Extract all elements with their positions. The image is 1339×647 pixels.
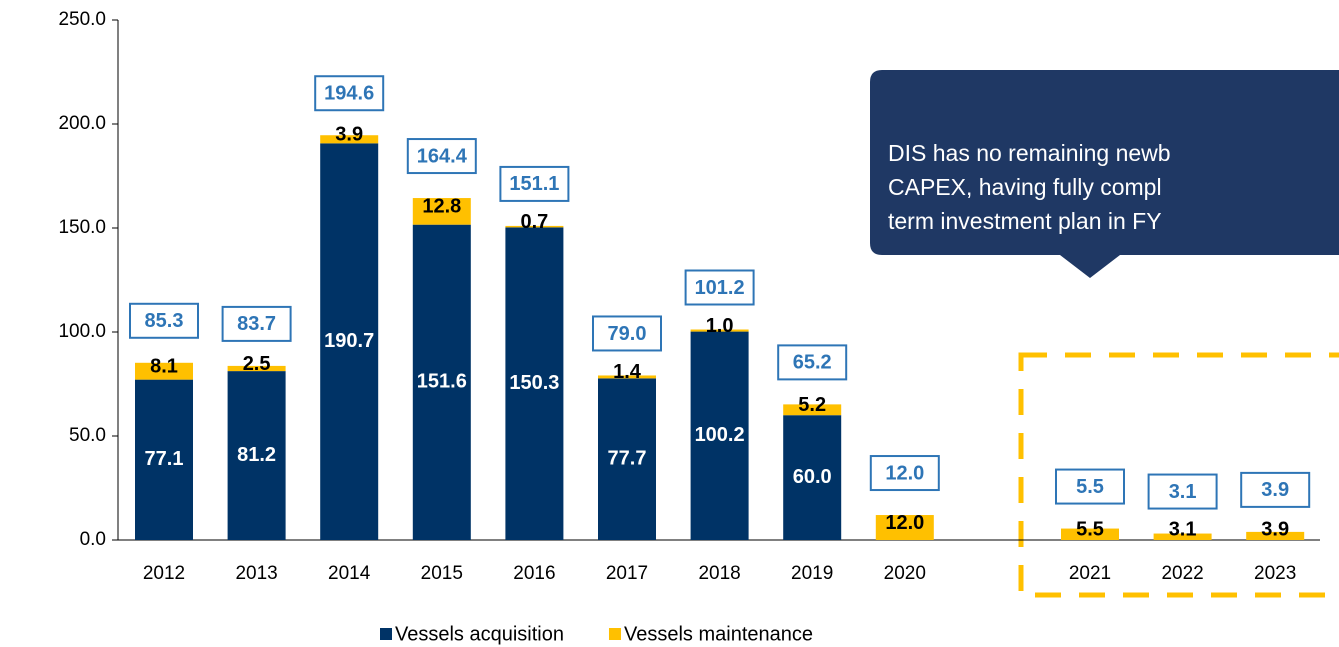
value-label: 3.9 (1261, 518, 1289, 540)
forecast-box (1018, 352, 1339, 598)
y-tick-label: 0.0 (80, 529, 106, 550)
bar-segment (412, 224, 471, 540)
value-label: 2.5 (243, 353, 271, 375)
value-label: 150.3 (509, 372, 559, 394)
x-tick-label: 2022 (1161, 563, 1203, 584)
bar-segment (320, 135, 379, 144)
value-label: 3.1 (1169, 518, 1197, 540)
total-label: 101.2 (695, 277, 745, 299)
total-box (592, 315, 662, 352)
bar-segment (135, 362, 193, 380)
bar-segment (598, 378, 656, 540)
total-box (499, 165, 570, 202)
y-tick-label: 100.0 (58, 321, 106, 342)
total-label: 12.0 (885, 462, 924, 484)
bar-segment (505, 225, 564, 228)
bar-segment (875, 515, 934, 540)
value-label: 8.1 (150, 355, 178, 377)
total-label: 85.3 (145, 310, 184, 332)
total-label: 79.0 (608, 323, 647, 345)
total-box (314, 75, 385, 112)
legend-swatch (608, 628, 621, 640)
x-tick-label: 2017 (606, 563, 648, 584)
value-label: 77.1 (145, 448, 184, 470)
bar-segment (1153, 533, 1212, 540)
total-label: 5.5 (1076, 476, 1104, 498)
total-label: 83.7 (237, 313, 276, 335)
value-label: 5.2 (798, 394, 826, 416)
total-label: 194.6 (324, 83, 374, 105)
legend-label: Vessels maintenance (624, 623, 813, 645)
y-tick-label: 50.0 (69, 425, 106, 446)
value-label: 12.8 (422, 196, 461, 218)
x-tick-label: 2019 (791, 563, 833, 584)
value-label: 190.7 (324, 330, 374, 352)
bar-segment (1061, 528, 1119, 540)
x-tick-label: 2018 (698, 563, 740, 584)
value-label: 77.7 (608, 447, 647, 469)
value-label: 100.2 (695, 424, 745, 446)
total-label: 151.1 (509, 173, 559, 195)
total-label: 164.4 (417, 145, 468, 167)
bar-segment (690, 329, 749, 332)
bar-segment (227, 365, 286, 372)
total-label: 65.2 (793, 352, 832, 374)
total-box (1240, 471, 1311, 508)
y-tick-label: 150.0 (58, 217, 106, 238)
value-label: 1.0 (706, 315, 734, 337)
bar-segment (783, 415, 842, 540)
x-tick-label: 2014 (328, 563, 371, 584)
total-box (129, 302, 199, 339)
callout-box (870, 70, 1339, 278)
value-label: 12.0 (885, 512, 924, 534)
total-label: 3.9 (1261, 479, 1289, 501)
x-tick-label: 2021 (1069, 563, 1111, 584)
bar-segment (135, 379, 193, 540)
bar-segment (783, 404, 842, 416)
total-box (777, 344, 848, 381)
bar-segment (598, 375, 656, 379)
value-label: 3.9 (335, 124, 363, 146)
x-tick-label: 2013 (235, 563, 277, 584)
total-box (221, 305, 292, 342)
callout-text: DIS has no remaining newb (888, 140, 1171, 166)
value-label: 0.7 (520, 211, 548, 233)
value-label: 81.2 (237, 444, 276, 466)
total-box (869, 455, 940, 492)
legend-label: Vessels acquisition (395, 623, 564, 645)
total-box (684, 269, 755, 306)
bar-segment (320, 143, 379, 540)
bar-segment (1246, 531, 1305, 540)
x-tick-label: 2012 (143, 563, 185, 584)
x-tick-label: 2016 (513, 563, 555, 584)
total-box (406, 138, 477, 175)
total-box (1055, 468, 1125, 505)
value-label: 5.5 (1076, 518, 1104, 540)
bar-segment (412, 198, 471, 225)
value-label: 60.0 (793, 466, 832, 488)
total-box (1147, 473, 1218, 510)
value-label: 151.6 (417, 371, 467, 393)
legend-swatch (380, 628, 392, 640)
callout-text: term investment plan in FY (888, 208, 1162, 234)
callout-text: CAPEX, having fully compl (888, 174, 1162, 200)
bar-segment (505, 227, 564, 540)
x-tick-label: 2020 (884, 563, 926, 584)
y-tick-label: 250.0 (58, 9, 106, 30)
value-label: 1.4 (613, 361, 642, 383)
bar-segment (690, 331, 749, 540)
total-label: 3.1 (1169, 481, 1197, 503)
x-tick-label: 2015 (421, 563, 463, 584)
bar-segment (227, 371, 286, 540)
y-tick-label: 200.0 (58, 113, 106, 134)
x-tick-label: 2023 (1254, 563, 1296, 584)
